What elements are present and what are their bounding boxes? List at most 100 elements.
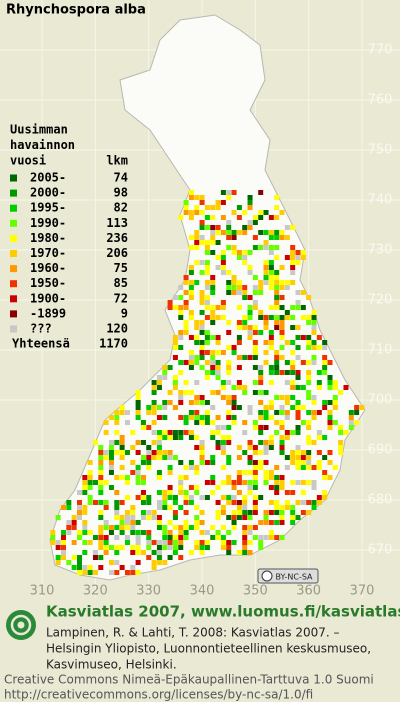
record-square — [146, 405, 152, 410]
record-square — [119, 565, 125, 570]
record-square — [183, 430, 189, 435]
record-square — [242, 385, 248, 390]
record-square — [252, 245, 258, 250]
record-square — [236, 480, 242, 485]
record-square — [220, 395, 226, 400]
record-square — [252, 485, 258, 490]
record-square — [178, 335, 184, 340]
record-square — [194, 195, 200, 200]
record-square — [274, 295, 280, 300]
record-square — [204, 545, 210, 550]
record-square — [103, 535, 109, 540]
record-square — [178, 555, 184, 560]
record-square — [284, 500, 290, 505]
record-square — [236, 355, 242, 360]
record-square — [306, 440, 312, 445]
record-square — [71, 555, 77, 560]
record-square — [220, 435, 226, 440]
record-square — [98, 460, 104, 465]
record-square — [146, 545, 152, 550]
record-square — [108, 560, 114, 565]
record-square — [263, 280, 269, 285]
record-square — [124, 520, 130, 525]
record-square — [300, 490, 306, 495]
legend-count: 72 — [114, 291, 128, 305]
record-square — [327, 375, 333, 380]
record-square — [316, 460, 322, 465]
legend-label: 1950- — [30, 276, 66, 290]
record-square — [258, 280, 264, 285]
record-square — [279, 410, 285, 415]
record-square — [183, 325, 189, 330]
record-square — [215, 265, 221, 270]
record-square — [119, 450, 125, 455]
record-square — [199, 400, 205, 405]
record-square — [183, 520, 189, 525]
record-square — [114, 505, 120, 510]
record-square — [199, 220, 205, 225]
record-square — [247, 445, 253, 450]
record-square — [322, 340, 328, 345]
record-square — [167, 305, 173, 310]
record-square — [87, 485, 93, 490]
record-square — [108, 545, 114, 550]
record-square — [87, 470, 93, 475]
record-square — [247, 460, 253, 465]
record-square — [167, 455, 173, 460]
record-square — [231, 385, 237, 390]
record-square — [76, 560, 82, 565]
record-square — [220, 200, 226, 205]
record-square — [274, 325, 280, 330]
record-square — [274, 300, 280, 305]
record-square — [306, 380, 312, 385]
record-square — [162, 530, 168, 535]
record-square — [76, 515, 82, 520]
legend-swatch — [10, 204, 17, 212]
record-square — [199, 395, 205, 400]
record-square — [76, 490, 82, 495]
record-square — [236, 385, 242, 390]
record-square — [274, 430, 280, 435]
record-square — [188, 315, 194, 320]
record-square — [279, 325, 285, 330]
record-square — [178, 360, 184, 365]
record-square — [316, 410, 322, 415]
record-square — [300, 405, 306, 410]
record-square — [188, 235, 194, 240]
record-square — [188, 295, 194, 300]
record-square — [167, 465, 173, 470]
record-square — [188, 335, 194, 340]
record-square — [274, 510, 280, 515]
record-square — [322, 435, 328, 440]
record-square — [268, 260, 274, 265]
record-square — [210, 535, 216, 540]
record-square — [327, 400, 333, 405]
record-square — [82, 550, 88, 555]
record-square — [354, 405, 360, 410]
record-square — [290, 325, 296, 330]
species-title: Rhynchospora alba — [6, 3, 146, 18]
record-square — [231, 290, 237, 295]
record-square — [135, 480, 141, 485]
record-square — [146, 455, 152, 460]
record-square — [210, 420, 216, 425]
record-square — [103, 430, 109, 435]
record-square — [156, 415, 162, 420]
legend-swatch — [10, 234, 17, 242]
record-square — [300, 360, 306, 365]
record-square — [284, 410, 290, 415]
site-link: Kasviatlas 2007, www.luomus.fi/kasviatla… — [46, 603, 400, 621]
record-square — [188, 400, 194, 405]
record-square — [295, 460, 301, 465]
record-square — [263, 320, 269, 325]
record-square — [268, 280, 274, 285]
record-square — [140, 420, 146, 425]
record-square — [338, 425, 344, 430]
record-square — [130, 470, 136, 475]
y-tick-label: 740 — [368, 193, 393, 208]
record-square — [162, 370, 168, 375]
record-square — [167, 400, 173, 405]
record-square — [188, 350, 194, 355]
record-square — [263, 230, 269, 235]
record-square — [194, 465, 200, 470]
